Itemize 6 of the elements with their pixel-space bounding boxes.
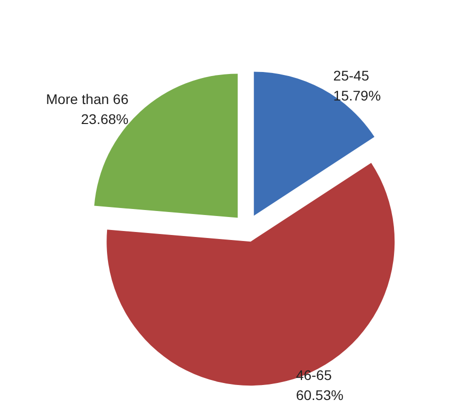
slice-label: 25-45	[333, 68, 370, 84]
data-label: 23.68%	[81, 110, 128, 127]
data-label: 60.53%	[296, 387, 344, 404]
data-label: 15.79%	[333, 88, 381, 104]
slice-label: More than 66	[46, 90, 129, 107]
slice-label: 46-65	[296, 367, 332, 384]
